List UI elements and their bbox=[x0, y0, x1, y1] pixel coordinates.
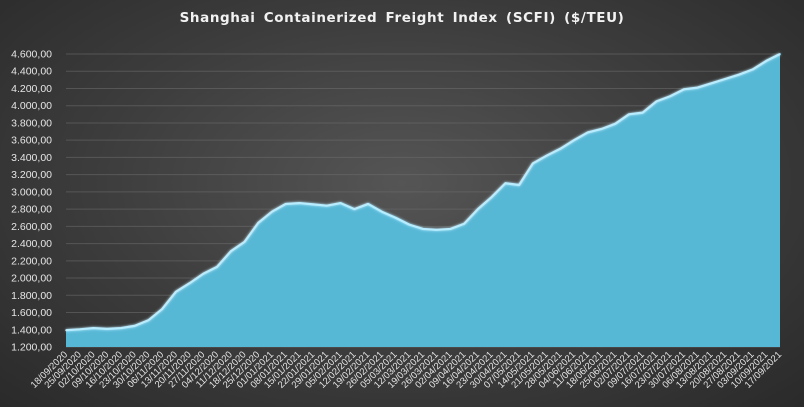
data-point bbox=[78, 328, 81, 331]
data-point bbox=[586, 131, 589, 134]
data-point bbox=[669, 95, 671, 98]
data-point bbox=[257, 222, 260, 224]
data-point bbox=[573, 139, 575, 141]
data-point bbox=[120, 327, 122, 329]
data-point bbox=[188, 282, 191, 285]
data-point bbox=[545, 154, 548, 157]
area-fill bbox=[66, 54, 780, 347]
y-tick-label: 3.400,00 bbox=[11, 152, 52, 164]
y-tick-label: 1.800,00 bbox=[11, 290, 52, 302]
data-point bbox=[65, 329, 67, 332]
data-point bbox=[92, 327, 95, 329]
y-tick-label: 4.600,00 bbox=[11, 49, 52, 61]
data-point bbox=[435, 229, 438, 231]
data-point bbox=[477, 208, 479, 210]
data-point bbox=[779, 53, 781, 55]
data-point bbox=[600, 128, 603, 130]
x-axis-ticks: 18/09/202025/09/202002/10/202009/10/2020… bbox=[29, 349, 784, 390]
y-tick-label: 2.600,00 bbox=[11, 221, 52, 233]
data-point bbox=[229, 250, 232, 253]
y-tick-label: 1.400,00 bbox=[11, 324, 52, 336]
y-tick-label: 4.400,00 bbox=[11, 66, 52, 78]
data-point bbox=[298, 202, 301, 204]
data-point bbox=[504, 182, 507, 185]
data-point bbox=[422, 228, 424, 230]
data-point bbox=[765, 60, 768, 62]
data-point bbox=[628, 113, 630, 116]
data-point bbox=[133, 325, 136, 327]
data-point bbox=[161, 308, 163, 310]
data-point bbox=[353, 208, 356, 210]
data-point bbox=[559, 147, 562, 150]
data-point bbox=[271, 210, 273, 213]
data-point bbox=[381, 210, 383, 213]
area-series bbox=[65, 53, 781, 347]
data-point bbox=[394, 216, 397, 219]
data-point bbox=[339, 202, 342, 204]
y-tick-label: 2.200,00 bbox=[11, 255, 52, 267]
chart-title: Shanghai Containerized Freight Index (SC… bbox=[179, 10, 625, 26]
y-tick-label: 3.800,00 bbox=[11, 117, 52, 129]
data-point bbox=[243, 241, 246, 243]
data-point bbox=[751, 68, 754, 71]
data-point bbox=[312, 203, 314, 206]
data-point bbox=[696, 86, 699, 89]
y-tick-label: 3.000,00 bbox=[11, 186, 52, 198]
y-axis-ticks: 1.200,00 1.400,00 1.600,00 1.800,00 2.000,00… bbox=[11, 49, 52, 354]
data-point bbox=[367, 203, 369, 205]
data-point bbox=[490, 196, 493, 198]
data-point bbox=[710, 82, 713, 85]
y-tick-label: 3.600,00 bbox=[11, 135, 52, 147]
data-point bbox=[532, 162, 534, 165]
data-point bbox=[284, 203, 287, 205]
y-tick-label: 3.200,00 bbox=[11, 169, 52, 181]
y-tick-label: 1.200,00 bbox=[11, 342, 52, 354]
data-point bbox=[408, 223, 411, 226]
y-tick-label: 2.800,00 bbox=[11, 204, 52, 216]
y-tick-label: 2.000,00 bbox=[11, 273, 52, 285]
data-point bbox=[724, 78, 726, 80]
data-point bbox=[614, 123, 617, 125]
data-point bbox=[202, 272, 205, 275]
data-point bbox=[449, 228, 452, 230]
data-point bbox=[106, 328, 108, 330]
data-point bbox=[147, 319, 150, 322]
y-tick-label: 2.400,00 bbox=[11, 238, 52, 250]
data-point bbox=[655, 100, 658, 103]
data-point bbox=[518, 184, 520, 186]
y-tick-label: 1.600,00 bbox=[11, 307, 52, 319]
data-point bbox=[216, 266, 218, 268]
data-point bbox=[175, 291, 177, 293]
y-tick-label: 4.200,00 bbox=[11, 83, 52, 95]
data-point bbox=[738, 73, 740, 76]
data-point bbox=[641, 111, 644, 114]
data-point bbox=[683, 88, 685, 91]
data-point bbox=[463, 222, 465, 225]
y-tick-label: 4.000,00 bbox=[11, 100, 52, 112]
data-point bbox=[326, 204, 328, 207]
